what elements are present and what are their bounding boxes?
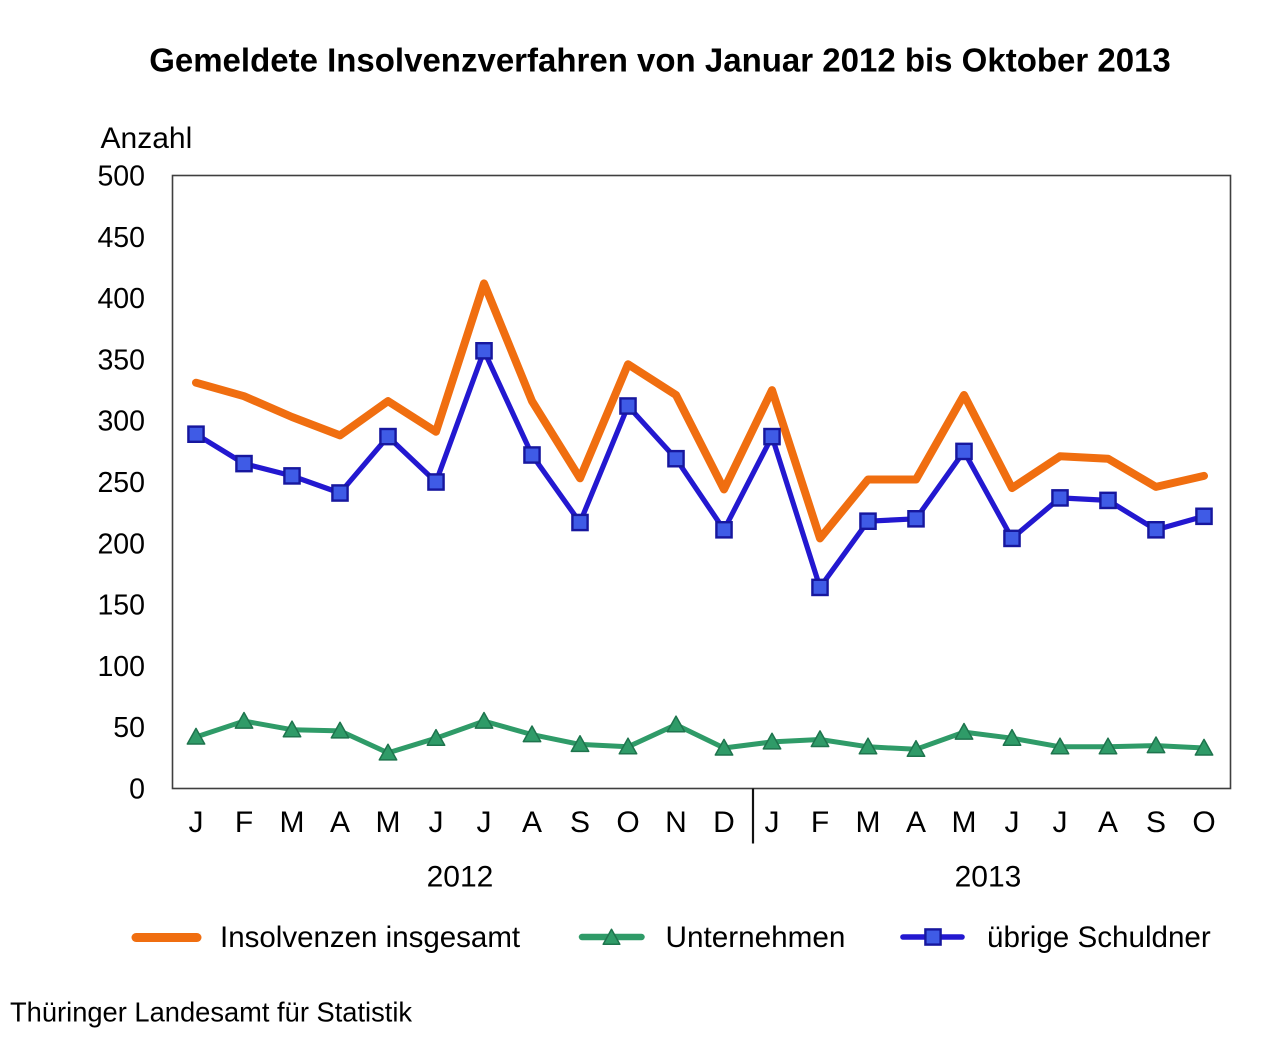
svg-text:A: A [906,806,926,839]
svg-text:250: 250 [97,467,145,499]
svg-text:J: J [477,806,492,839]
svg-text:D: D [713,806,735,839]
svg-text:O: O [1192,806,1215,839]
svg-text:50: 50 [113,712,145,744]
svg-text:A: A [330,806,350,839]
svg-text:J: J [765,806,780,839]
svg-text:Gemeldete Insolvenzverfahren v: Gemeldete Insolvenzverfahren von Januar … [149,42,1171,79]
svg-text:Thüringer Landesamt für Statis: Thüringer Landesamt für Statistik [10,997,412,1028]
svg-text:J: J [1005,806,1020,839]
svg-text:übrige Schuldner: übrige Schuldner [987,921,1211,954]
svg-text:100: 100 [97,651,145,683]
svg-text:150: 150 [97,590,145,622]
svg-text:M: M [280,806,305,839]
svg-text:2013: 2013 [955,861,1022,894]
svg-text:200: 200 [97,528,145,560]
svg-text:M: M [376,806,401,839]
svg-text:A: A [522,806,542,839]
svg-text:M: M [856,806,881,839]
svg-text:S: S [570,806,590,839]
svg-text:N: N [665,806,687,839]
svg-text:400: 400 [97,283,145,315]
svg-text:J: J [1053,806,1068,839]
svg-text:Insolvenzen insgesamt: Insolvenzen insgesamt [220,921,520,954]
svg-text:Anzahl: Anzahl [101,122,193,155]
svg-text:F: F [811,806,829,839]
svg-text:350: 350 [97,344,145,376]
svg-text:Unternehmen: Unternehmen [666,921,846,954]
svg-text:O: O [616,806,639,839]
svg-text:F: F [235,806,253,839]
svg-text:300: 300 [97,406,145,438]
svg-text:J: J [189,806,204,839]
svg-text:500: 500 [97,161,145,193]
svg-text:M: M [952,806,977,839]
svg-text:S: S [1146,806,1166,839]
svg-text:0: 0 [129,774,145,806]
svg-text:2012: 2012 [427,861,494,894]
svg-text:J: J [429,806,444,839]
svg-text:450: 450 [97,222,145,254]
svg-text:A: A [1098,806,1118,839]
